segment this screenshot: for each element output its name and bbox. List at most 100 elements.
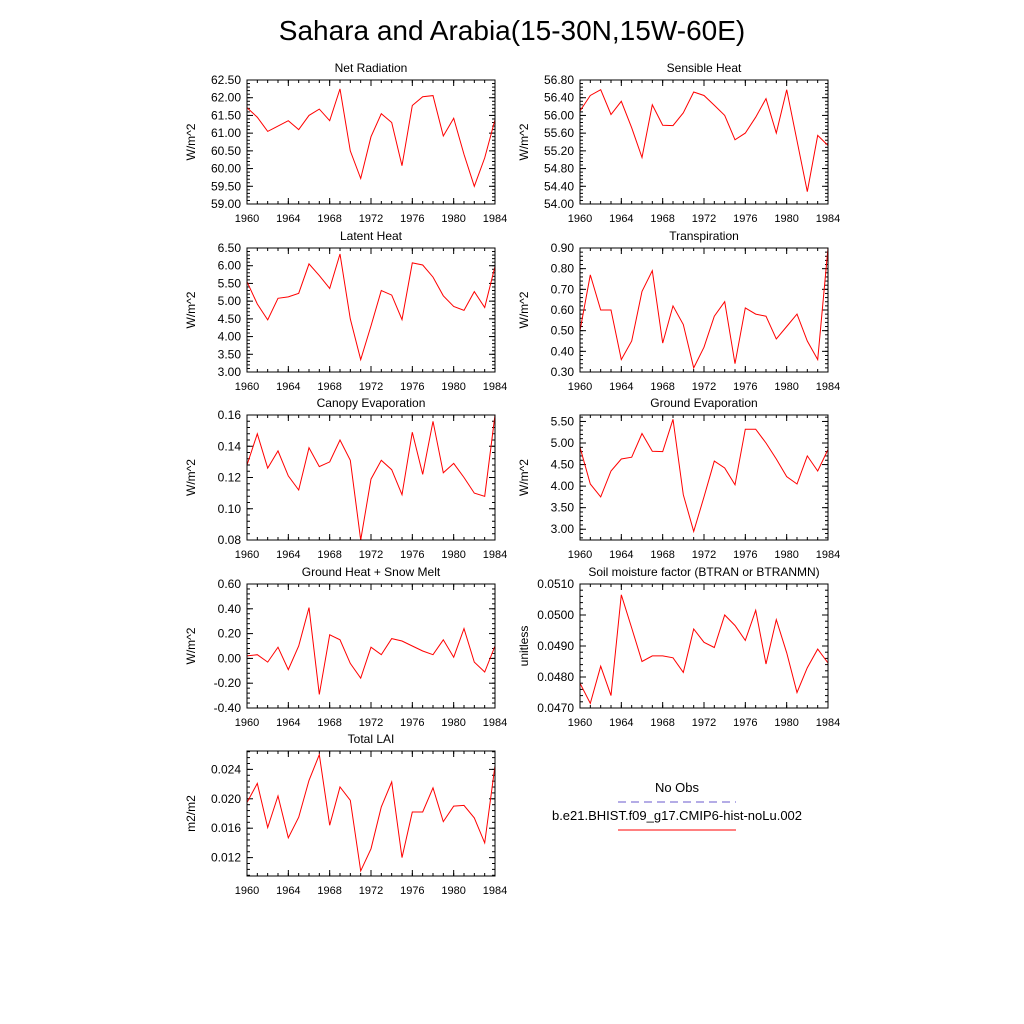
data-point [631, 627, 633, 629]
panel-2: Sensible HeatW/m^21960196419681972197619… [517, 61, 840, 225]
data-point [453, 462, 455, 464]
data-point [360, 677, 362, 679]
x-tick-label: 1980 [774, 717, 798, 729]
y-tick-label: 0.10 [218, 502, 242, 516]
data-point [442, 295, 444, 297]
x-tick-label: 1968 [317, 381, 341, 393]
y-tick-label: 59.50 [211, 179, 241, 193]
data-point [682, 112, 684, 114]
y-tick-label: 3.00 [551, 522, 575, 536]
data-point [744, 307, 746, 309]
x-tick-label: 1960 [568, 549, 592, 561]
data-point [641, 660, 643, 662]
data-point [256, 782, 258, 784]
x-tick-label: 1960 [235, 885, 259, 897]
y-tick-label: 62.00 [211, 91, 241, 105]
data-point [401, 640, 403, 642]
data-point [631, 127, 633, 129]
data-point [463, 804, 465, 806]
data-point [484, 157, 486, 159]
x-tick-label: 1976 [400, 381, 424, 393]
y-tick-label: 59.00 [211, 197, 241, 211]
y-tick-label: 0.40 [551, 344, 575, 358]
data-point [380, 113, 382, 115]
data-point [672, 124, 674, 126]
data-point [370, 848, 372, 850]
x-tick-label: 1972 [359, 717, 383, 729]
data-point [806, 190, 808, 192]
y-tick-label: 0.0470 [537, 701, 574, 715]
y-tick-label: 60.00 [211, 162, 241, 176]
y-axis-label: W/m^2 [517, 459, 531, 496]
data-point [775, 618, 777, 620]
data-point [360, 177, 362, 179]
data-point [432, 94, 434, 96]
data-point [641, 290, 643, 292]
data-point [600, 309, 602, 311]
data-point [744, 428, 746, 430]
data-point [442, 639, 444, 641]
y-tick-label: 0.012 [211, 851, 241, 865]
data-point [298, 128, 300, 130]
data-point [589, 702, 591, 704]
x-tick-label: 1984 [816, 717, 840, 729]
panel-1: Net RadiationW/m^21960196419681972197619… [184, 61, 507, 225]
data-point [796, 140, 798, 142]
series-line [580, 595, 828, 704]
data-point [287, 296, 289, 298]
data-point [734, 139, 736, 141]
x-tick-label: 1972 [359, 213, 383, 225]
data-point [786, 475, 788, 477]
data-point [610, 694, 612, 696]
x-tick-label: 1980 [441, 381, 465, 393]
y-tick-label: 54.40 [544, 179, 574, 193]
x-tick-label: 1960 [235, 381, 259, 393]
y-axis-label: W/m^2 [517, 123, 531, 160]
data-point [796, 483, 798, 485]
y-tick-label: 5.50 [218, 276, 242, 290]
data-point [600, 89, 602, 91]
x-tick-label: 1972 [692, 717, 716, 729]
y-tick-label: 0.90 [551, 241, 575, 255]
panel-title: Ground Heat + Snow Melt [302, 565, 441, 579]
y-tick-label: 0.0500 [537, 608, 574, 622]
x-tick-label: 1968 [317, 213, 341, 225]
y-tick-label: 0.40 [218, 602, 242, 616]
data-point [380, 459, 382, 461]
y-tick-label: 0.024 [211, 762, 241, 776]
data-point [318, 465, 320, 467]
y-tick-label: 0.60 [551, 303, 575, 317]
data-point [693, 91, 695, 93]
panel-title: Net Radiation [335, 61, 408, 75]
panel-3: Latent HeatW/m^2196019641968197219761980… [184, 229, 507, 393]
x-tick-label: 1980 [441, 885, 465, 897]
data-point [484, 495, 486, 497]
y-axis-label: W/m^2 [184, 291, 198, 328]
data-point [703, 641, 705, 643]
y-axis-label: W/m^2 [184, 123, 198, 160]
data-point [380, 806, 382, 808]
data-point [329, 287, 331, 289]
x-tick-label: 1984 [483, 717, 507, 729]
y-tick-label: 0.16 [218, 408, 242, 422]
data-point [370, 136, 372, 138]
y-tick-label: 4.00 [551, 479, 575, 493]
y-tick-label: 61.50 [211, 108, 241, 122]
data-point [256, 303, 258, 305]
data-point [703, 496, 705, 498]
data-point [380, 289, 382, 291]
x-tick-label: 1984 [483, 381, 507, 393]
data-point [620, 594, 622, 596]
data-point [473, 817, 475, 819]
x-tick-label: 1984 [483, 549, 507, 561]
data-point [308, 263, 310, 265]
data-point [318, 693, 320, 695]
figure-title: Sahara and Arabia(15-30N,15W-60E) [279, 15, 745, 46]
data-point [422, 811, 424, 813]
y-tick-label: 56.00 [544, 108, 574, 122]
data-point [453, 117, 455, 119]
data-point [600, 496, 602, 498]
y-tick-label: 0.20 [218, 627, 242, 641]
y-tick-label: -0.40 [214, 701, 242, 715]
panel-title: Transpiration [669, 229, 739, 243]
